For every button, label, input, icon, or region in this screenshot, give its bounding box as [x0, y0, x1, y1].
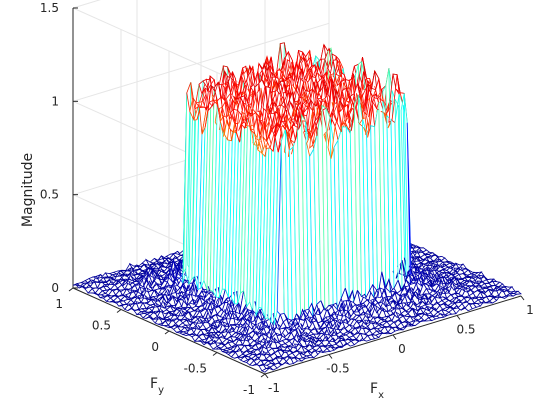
z-tick-label: 1: [51, 94, 59, 108]
x-axis-label: Fx: [370, 381, 384, 401]
y-tick-mark: [212, 352, 218, 356]
x-tick-mark: [456, 315, 461, 320]
y-axis-label: Fy: [150, 376, 164, 396]
x-tick-label: 0: [398, 342, 406, 356]
y-axis-label-main: F: [150, 376, 158, 392]
y-tick-mark: [116, 309, 122, 313]
z-tick-label: 0: [51, 281, 59, 295]
mesh-cell: [512, 290, 522, 295]
wall-gridline-z: [72, 22, 330, 102]
y-tick-label: -1: [243, 383, 255, 397]
x-axis-label-sub: x: [378, 390, 384, 401]
x-axis-label-main: F: [370, 381, 378, 397]
y-tick-mark: [164, 330, 170, 335]
y-tick-mark: [260, 373, 266, 378]
z-tick-label: 1.5: [40, 1, 59, 15]
x-tick-label: -0.5: [326, 362, 349, 376]
y-tick-label: -0.5: [184, 362, 207, 376]
x-tick-mark: [520, 295, 525, 301]
x-tick-mark: [264, 373, 269, 379]
z-tick-label: 0.5: [40, 188, 59, 202]
x-tick-mark: [328, 354, 333, 359]
x-tick-label: 0.5: [456, 323, 475, 337]
y-tick-label: 0: [151, 340, 159, 354]
tick-labels: -1 -0.5 0 0.5 1 -1 -0.5 0 0.5 1 0 0.5 1 1.5: [40, 1, 534, 397]
z-axis-label: Magnitude: [20, 153, 36, 227]
y-tick-label: 1: [55, 297, 63, 311]
x-tick-label: -1: [268, 381, 280, 395]
y-tick-mark: [68, 287, 74, 292]
y-tick-label: 0.5: [92, 319, 111, 333]
x-tick-label: 1: [526, 303, 534, 317]
mesh-surface: [72, 42, 522, 373]
x-tick-mark: [392, 334, 397, 340]
y-axis-label-sub: y: [158, 385, 164, 396]
